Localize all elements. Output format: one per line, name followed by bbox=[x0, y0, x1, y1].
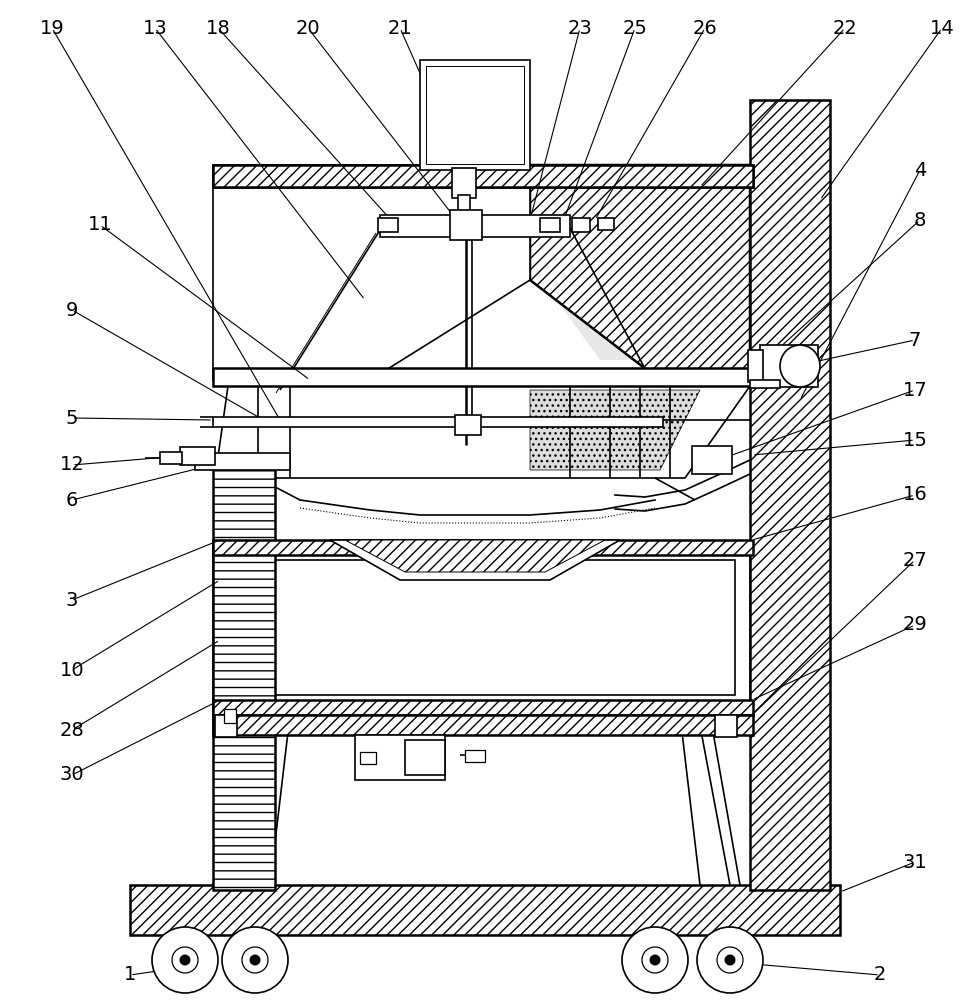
Bar bbox=[760, 345, 818, 387]
Bar bbox=[540, 218, 560, 232]
Bar bbox=[750, 380, 780, 388]
Text: 28: 28 bbox=[59, 720, 85, 740]
Text: 20: 20 bbox=[295, 18, 321, 37]
Circle shape bbox=[725, 955, 735, 965]
Circle shape bbox=[622, 927, 688, 993]
Bar bbox=[750, 100, 830, 890]
Bar bbox=[213, 540, 753, 555]
Text: 10: 10 bbox=[59, 660, 85, 680]
Text: 13: 13 bbox=[143, 18, 167, 37]
Bar bbox=[455, 415, 481, 435]
Bar bbox=[598, 218, 614, 230]
Text: 11: 11 bbox=[87, 216, 113, 234]
Text: 15: 15 bbox=[903, 430, 927, 450]
Bar bbox=[213, 715, 753, 735]
Polygon shape bbox=[330, 540, 620, 580]
Bar bbox=[426, 66, 524, 164]
Bar bbox=[715, 715, 737, 737]
Bar bbox=[405, 740, 445, 775]
Text: 7: 7 bbox=[909, 330, 921, 350]
Text: 5: 5 bbox=[66, 408, 79, 428]
Text: 16: 16 bbox=[903, 486, 927, 504]
Text: 31: 31 bbox=[903, 852, 927, 871]
Bar bbox=[180, 447, 215, 465]
Bar bbox=[215, 715, 237, 737]
Text: 14: 14 bbox=[929, 18, 955, 37]
Bar bbox=[213, 417, 663, 427]
Polygon shape bbox=[530, 390, 700, 470]
Text: 29: 29 bbox=[903, 615, 927, 635]
Bar bbox=[213, 460, 275, 890]
Bar bbox=[378, 218, 398, 232]
Bar bbox=[572, 218, 590, 232]
Text: 26: 26 bbox=[693, 18, 717, 37]
Text: 25: 25 bbox=[622, 18, 647, 37]
Bar bbox=[213, 165, 753, 187]
Circle shape bbox=[180, 955, 190, 965]
Text: 12: 12 bbox=[59, 456, 85, 475]
Bar bbox=[355, 735, 445, 780]
Text: 1: 1 bbox=[123, 966, 136, 984]
Circle shape bbox=[697, 927, 763, 993]
Bar bbox=[160, 452, 182, 464]
Bar bbox=[213, 700, 753, 715]
Bar bbox=[360, 752, 376, 764]
Polygon shape bbox=[535, 175, 720, 360]
Text: 23: 23 bbox=[568, 18, 592, 37]
Bar bbox=[465, 750, 485, 762]
Polygon shape bbox=[530, 165, 750, 380]
Bar bbox=[213, 165, 753, 187]
Bar bbox=[224, 709, 236, 723]
Text: 30: 30 bbox=[59, 766, 85, 784]
Text: 19: 19 bbox=[40, 18, 64, 37]
Circle shape bbox=[717, 947, 743, 973]
Bar bbox=[235, 560, 735, 695]
Polygon shape bbox=[345, 540, 605, 572]
Text: 22: 22 bbox=[833, 18, 857, 37]
Text: 6: 6 bbox=[66, 490, 78, 510]
Polygon shape bbox=[213, 165, 530, 380]
Bar bbox=[692, 446, 732, 474]
Text: 21: 21 bbox=[388, 18, 412, 37]
Circle shape bbox=[222, 927, 288, 993]
Bar bbox=[748, 350, 763, 382]
Circle shape bbox=[642, 947, 668, 973]
Bar bbox=[195, 453, 290, 470]
Text: 27: 27 bbox=[903, 550, 927, 570]
Bar bbox=[452, 168, 476, 198]
Bar bbox=[420, 60, 530, 170]
Circle shape bbox=[152, 927, 218, 993]
Polygon shape bbox=[215, 386, 750, 478]
Circle shape bbox=[650, 955, 660, 965]
Bar bbox=[450, 210, 482, 240]
Circle shape bbox=[242, 947, 268, 973]
Bar bbox=[380, 215, 570, 237]
Ellipse shape bbox=[780, 345, 820, 387]
Text: 3: 3 bbox=[66, 590, 78, 609]
Text: 18: 18 bbox=[206, 18, 230, 37]
Text: 4: 4 bbox=[914, 160, 926, 180]
Circle shape bbox=[172, 947, 198, 973]
Text: 17: 17 bbox=[903, 380, 927, 399]
Text: 2: 2 bbox=[874, 966, 886, 984]
Text: 9: 9 bbox=[66, 300, 78, 320]
Bar bbox=[213, 368, 753, 386]
Bar bbox=[458, 195, 470, 215]
Bar bbox=[130, 885, 840, 935]
Circle shape bbox=[250, 955, 260, 965]
Text: 8: 8 bbox=[914, 211, 926, 230]
